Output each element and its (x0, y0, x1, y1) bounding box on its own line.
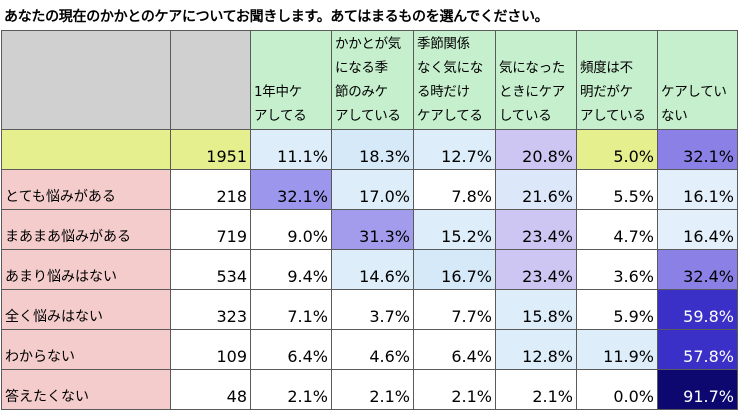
percent-cell: 7.7% (413, 289, 496, 330)
percent-cell: 11.1% (250, 129, 332, 170)
percent-cell: 9.4% (250, 249, 332, 290)
percent-cell: 2.1% (413, 369, 496, 410)
percent-cell: 11.9% (576, 329, 658, 370)
percent-cell: 20.8% (495, 129, 577, 170)
header-row: 1年中ケ アしてる かかとが気 になる季 節のみケ アしている 季節関係 なく気にな る時だけケ… (1, 30, 738, 130)
column-header-line: る時だけ (417, 84, 470, 100)
percent-cell: 16.1% (657, 169, 738, 210)
row-label: あまり悩みはない (1, 249, 171, 290)
percent-cell: 5.5% (576, 169, 658, 210)
row-label: 全く悩みはない (1, 289, 171, 330)
percent-cell: 5.9% (576, 289, 658, 330)
column-header-line: ない (661, 108, 688, 124)
survey-question-title: あなたの現在のかかとのケアについてお聞きします。あてはまるものを選んでください。 (4, 9, 549, 25)
percent-cell: 32.1% (657, 129, 738, 170)
column-header-line: アしている (580, 108, 646, 124)
percent-cell: 59.8% (657, 289, 738, 330)
column-header-line: 節のみケ (335, 84, 388, 100)
percent-cell: 18.3% (331, 129, 414, 170)
column-header-1: 1年中ケアしてる (250, 30, 332, 130)
percent-cell: 12.7% (413, 129, 496, 170)
total-row: 1951 11.1% 18.3% 12.7% 20.8% 5.0% 32.1% (1, 129, 738, 170)
sample-size-cell: 109 (170, 329, 251, 370)
row-label: 答えたくない (1, 369, 171, 410)
column-header-4: 気になったときにケアしている (495, 30, 577, 130)
column-header-line: 気になった (499, 60, 565, 76)
percent-cell: 31.3% (331, 209, 414, 250)
sample-size-cell: 534 (170, 249, 251, 290)
table-row: わからない 109 6.4% 4.6% 6.4% 12.8% 11.9% 57.8% (1, 329, 738, 370)
column-header-6: ケアしてい ない (657, 30, 738, 130)
column-header-5: 頻度は不明だがケアしている (576, 30, 658, 130)
percent-cell: 4.7% (576, 209, 658, 250)
column-header-line: かかとが気 (335, 36, 401, 52)
table-row: あまり悩みはない 534 9.4% 14.6% 16.7% 23.4% 3.6% 32.4% (1, 249, 738, 290)
column-header-line: ときにケア (499, 84, 565, 100)
percent-cell: 3.6% (576, 249, 658, 290)
percent-cell: 16.7% (413, 249, 496, 290)
column-header-3: 季節関係なく気になる時だけケアしてる (413, 30, 496, 130)
percent-cell: 32.1% (250, 169, 332, 210)
table-row: 全く悩みはない 323 7.1% 3.7% 7.7% 15.8% 5.9% 59.8% (1, 289, 738, 330)
percent-cell: 14.6% (331, 249, 414, 290)
row-label: とても悩みがある (1, 169, 171, 210)
column-header-line: 季節関係 (417, 36, 470, 52)
column-header-line: になる季 (335, 60, 388, 76)
column-header-line: 明だがケ (580, 84, 633, 100)
percent-cell: 4.6% (331, 329, 414, 370)
crosstab-table: 1年中ケ アしてる かかとが気 になる季 節のみケ アしている 季節関係 なく気にな る時だけケ… (1, 30, 738, 410)
percent-cell: 0.0% (576, 369, 658, 410)
column-header-line: ケアしてい (661, 84, 727, 100)
percent-cell: 15.8% (495, 289, 577, 330)
percent-cell: 3.7% (331, 289, 414, 330)
percent-cell: 2.1% (331, 369, 414, 410)
percent-cell: 21.6% (495, 169, 577, 210)
table-row: 答えたくない 48 2.1% 2.1% 2.1% 2.1% 0.0% 91.7% (1, 369, 738, 410)
column-header-line: アしている (335, 108, 401, 124)
sample-size-cell: 218 (170, 169, 251, 210)
column-header-2: かかとが気になる季節のみケアしている (331, 30, 414, 130)
header-blank-label-cell (1, 30, 171, 130)
percent-cell: 7.8% (413, 169, 496, 210)
percent-cell: 17.0% (331, 169, 414, 210)
column-header-line: している (499, 108, 552, 124)
percent-cell: 23.4% (495, 249, 577, 290)
percent-cell: 6.4% (413, 329, 496, 370)
percent-cell: 2.1% (495, 369, 577, 410)
column-header-line: なく気にな (417, 60, 483, 76)
percent-cell: 9.0% (250, 209, 332, 250)
header-blank-n-cell (170, 30, 251, 130)
column-header-line: ケアしてる (417, 108, 483, 124)
row-label: まあまあ悩みがある (1, 209, 171, 250)
column-header-line: 頻度は不 (580, 60, 633, 76)
percent-cell: 12.8% (495, 329, 577, 370)
percent-cell: 57.8% (657, 329, 738, 370)
percent-cell: 7.1% (250, 289, 332, 330)
row-label: わからない (1, 329, 171, 370)
percent-cell: 23.4% (495, 209, 577, 250)
sample-size-cell: 1951 (170, 129, 251, 170)
sample-size-cell: 719 (170, 209, 251, 250)
percent-cell: 16.4% (657, 209, 738, 250)
row-label (1, 129, 171, 170)
sample-size-cell: 48 (170, 369, 251, 410)
percent-cell: 6.4% (250, 329, 332, 370)
table-row: まあまあ悩みがある 719 9.0% 31.3% 15.2% 23.4% 4.7% 16.4% (1, 209, 738, 250)
percent-cell: 91.7% (657, 369, 738, 410)
column-header-line: 1年中ケ (254, 84, 302, 100)
column-header-line: アしてる (254, 108, 307, 124)
percent-cell: 15.2% (413, 209, 496, 250)
percent-cell: 2.1% (250, 369, 332, 410)
sample-size-cell: 323 (170, 289, 251, 330)
table-row: とても悩みがある 218 32.1% 17.0% 7.8% 21.6% 5.5% 16.1% (1, 169, 738, 210)
percent-cell: 5.0% (576, 129, 658, 170)
percent-cell: 32.4% (657, 249, 738, 290)
